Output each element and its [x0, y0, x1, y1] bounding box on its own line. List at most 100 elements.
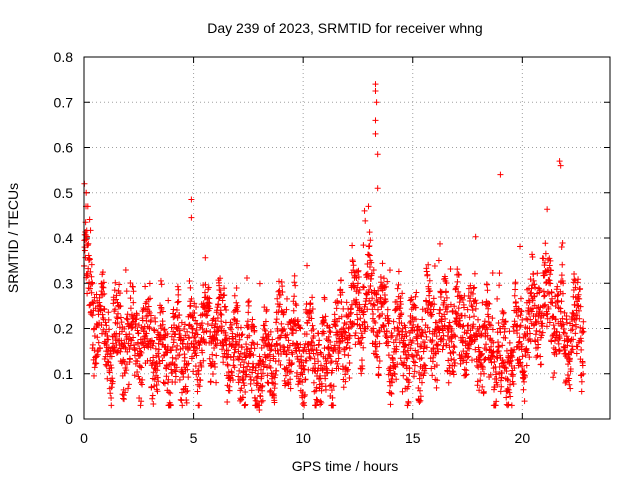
data-point	[344, 368, 351, 375]
data-point	[406, 370, 413, 377]
data-point	[150, 354, 157, 361]
data-point	[373, 99, 380, 106]
data-point	[475, 316, 482, 323]
data-point	[106, 369, 113, 376]
data-point	[260, 334, 267, 341]
data-point	[549, 300, 556, 307]
data-point	[506, 389, 513, 396]
data-point	[561, 309, 568, 316]
data-point	[257, 366, 264, 373]
data-point	[209, 370, 216, 377]
data-point	[272, 372, 279, 379]
data-point	[199, 320, 206, 327]
y-tick-label: 0.3	[54, 275, 74, 291]
data-point	[560, 321, 567, 328]
data-point	[490, 339, 497, 346]
data-point	[302, 391, 309, 398]
data-point	[191, 334, 198, 341]
data-point	[481, 370, 488, 377]
data-point	[128, 337, 135, 344]
data-point	[487, 356, 494, 363]
data-point	[555, 340, 562, 347]
data-point	[140, 341, 147, 348]
data-point	[546, 319, 553, 326]
data-point	[112, 306, 119, 313]
data-point	[331, 311, 338, 318]
data-point	[495, 343, 502, 350]
data-point	[238, 332, 245, 339]
data-point	[267, 357, 274, 364]
data-point	[547, 257, 554, 264]
data-point	[531, 281, 538, 288]
data-point	[484, 281, 491, 288]
data-point	[173, 355, 180, 362]
data-point	[367, 300, 374, 307]
data-point	[405, 383, 412, 390]
data-point	[256, 353, 263, 360]
data-point	[486, 321, 493, 328]
data-point	[131, 346, 138, 353]
data-point	[576, 315, 583, 322]
data-point	[160, 352, 167, 359]
data-point	[469, 303, 476, 310]
data-point	[132, 347, 139, 354]
data-point	[564, 342, 571, 349]
data-point	[578, 378, 585, 385]
data-point	[433, 362, 440, 369]
data-point	[418, 333, 425, 340]
data-point	[299, 379, 306, 386]
data-point	[564, 371, 571, 378]
data-point	[272, 380, 279, 387]
data-point	[556, 347, 563, 354]
data-point	[500, 309, 507, 316]
data-point	[103, 322, 110, 329]
data-point	[533, 327, 540, 334]
data-point	[494, 295, 501, 302]
data-point	[179, 389, 186, 396]
data-point	[89, 280, 96, 287]
data-point	[397, 301, 404, 308]
data-point	[109, 375, 116, 382]
data-point	[371, 302, 378, 309]
data-point	[269, 336, 276, 343]
data-point	[442, 288, 449, 295]
data-point	[161, 327, 168, 334]
data-point	[519, 363, 526, 370]
data-point	[469, 357, 476, 364]
data-point	[102, 319, 109, 326]
data-point	[372, 87, 379, 94]
data-point	[88, 289, 95, 296]
data-point	[239, 331, 246, 338]
data-point	[399, 325, 406, 332]
data-point	[509, 354, 516, 361]
x-tick-label: 5	[190, 430, 198, 446]
data-point	[283, 350, 290, 357]
data-point	[497, 171, 504, 178]
data-point	[93, 360, 100, 367]
data-point	[512, 279, 519, 286]
data-point	[479, 350, 486, 357]
data-point	[316, 376, 323, 383]
data-point	[374, 299, 381, 306]
data-point	[537, 287, 544, 294]
data-point	[403, 355, 410, 362]
data-point	[292, 300, 299, 307]
data-point	[318, 362, 325, 369]
data-point	[341, 351, 348, 358]
data-point	[85, 265, 92, 272]
data-point	[310, 350, 317, 357]
data-point	[283, 306, 290, 313]
data-point	[294, 341, 301, 348]
data-point	[127, 295, 134, 302]
data-point	[467, 282, 474, 289]
data-point	[364, 306, 371, 313]
data-point	[325, 333, 332, 340]
data-point	[100, 279, 107, 286]
data-point	[263, 308, 270, 315]
data-point	[207, 378, 214, 385]
data-point	[262, 339, 269, 346]
data-point	[527, 276, 534, 283]
data-point	[108, 384, 115, 391]
data-point	[237, 350, 244, 357]
data-point	[289, 360, 296, 367]
